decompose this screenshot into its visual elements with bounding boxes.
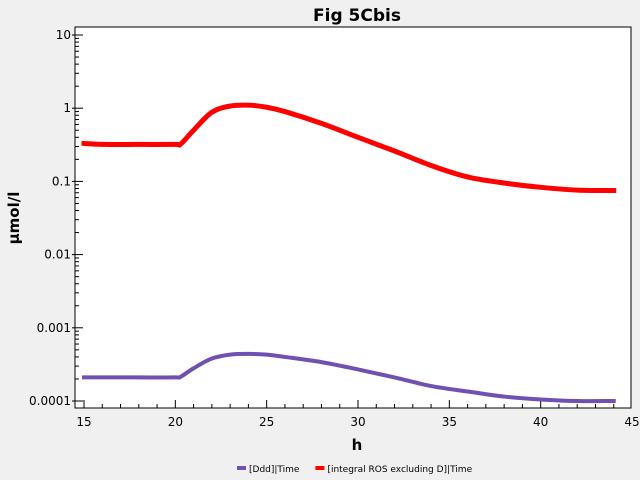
series-line bbox=[82, 351, 616, 404]
legend: [Ddd]|Time [integral ROS excluding D]|Tim… bbox=[237, 465, 473, 475]
x-tick-label: 20 bbox=[168, 415, 183, 429]
x-tick-label: 25 bbox=[259, 415, 274, 429]
y-tick-label: 0.01 bbox=[44, 248, 71, 262]
x-tick-label: 35 bbox=[442, 415, 457, 429]
y-tick-label: 10 bbox=[56, 28, 71, 42]
legend-label: [integral ROS excluding D]|Time bbox=[327, 465, 472, 475]
chart-title: Fig 5Cbis bbox=[313, 6, 401, 26]
y-tick-label: 0.0001 bbox=[29, 394, 71, 408]
y-axis: 10 1 0.1 0.01 0.001 0.0001 bbox=[29, 28, 83, 408]
y-axis-title: µmol/l bbox=[5, 192, 23, 245]
x-tick-label: 40 bbox=[533, 415, 548, 429]
y-tick-label: 0.1 bbox=[52, 174, 71, 188]
y-tick-label: 1 bbox=[63, 101, 71, 115]
x-tick-label: 15 bbox=[76, 415, 91, 429]
legend-swatch bbox=[237, 466, 246, 470]
x-tick-label: 30 bbox=[350, 415, 365, 429]
series-layer bbox=[81, 102, 617, 404]
series-line bbox=[81, 102, 617, 194]
plot-area bbox=[74, 26, 632, 409]
y-tick-label: 0.001 bbox=[37, 321, 71, 335]
x-axis: 15 20 25 30 35 40 45 bbox=[76, 400, 640, 429]
legend-swatch bbox=[315, 466, 325, 470]
legend-label: [Ddd]|Time bbox=[249, 465, 300, 475]
x-axis-title: h bbox=[352, 436, 363, 454]
x-tick-label: 45 bbox=[624, 415, 639, 429]
